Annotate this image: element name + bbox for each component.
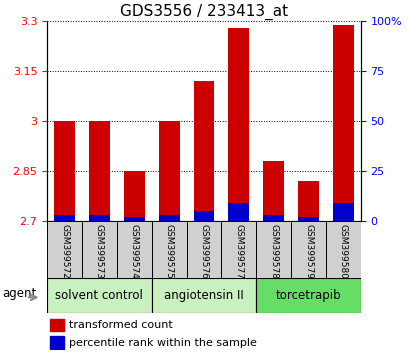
Bar — [193, 211, 214, 221]
Bar — [325, 221, 360, 278]
Bar — [332, 24, 353, 221]
Text: torcetrapib: torcetrapib — [275, 289, 341, 302]
Text: GSM399576: GSM399576 — [199, 224, 208, 279]
Text: GSM399578: GSM399578 — [269, 224, 277, 279]
Bar — [193, 81, 214, 221]
Bar — [221, 221, 256, 278]
Bar — [54, 121, 75, 221]
Bar — [297, 181, 318, 221]
Text: GSM399574: GSM399574 — [130, 224, 138, 279]
Bar — [263, 215, 283, 221]
Bar — [158, 215, 179, 221]
Bar — [124, 171, 144, 221]
Bar — [297, 217, 318, 221]
Bar — [151, 221, 186, 278]
Text: agent: agent — [2, 287, 36, 300]
Text: transformed count: transformed count — [69, 320, 173, 330]
Bar — [47, 221, 82, 278]
Bar — [47, 278, 151, 313]
Bar — [50, 319, 64, 331]
Text: GSM399573: GSM399573 — [95, 224, 103, 279]
Bar — [186, 221, 221, 278]
Bar — [50, 336, 64, 349]
Bar — [290, 221, 325, 278]
Bar — [117, 221, 151, 278]
Text: GSM399577: GSM399577 — [234, 224, 243, 279]
Text: percentile rank within the sample: percentile rank within the sample — [69, 338, 256, 348]
Bar — [256, 278, 360, 313]
Bar — [263, 161, 283, 221]
Bar — [332, 203, 353, 221]
Text: angiotensin II: angiotensin II — [164, 289, 243, 302]
Bar — [228, 203, 249, 221]
Bar — [124, 217, 144, 221]
Bar — [256, 221, 290, 278]
Bar — [158, 121, 179, 221]
Bar — [54, 215, 75, 221]
Title: GDS3556 / 233413_at: GDS3556 / 233413_at — [119, 4, 288, 20]
Bar — [82, 221, 117, 278]
Text: GSM399575: GSM399575 — [164, 224, 173, 279]
Bar — [89, 215, 110, 221]
Text: GSM399572: GSM399572 — [60, 224, 69, 279]
Bar — [89, 121, 110, 221]
Text: GSM399579: GSM399579 — [303, 224, 312, 279]
Bar — [151, 278, 256, 313]
Text: solvent control: solvent control — [55, 289, 143, 302]
Text: GSM399580: GSM399580 — [338, 224, 347, 279]
Bar — [228, 28, 249, 221]
